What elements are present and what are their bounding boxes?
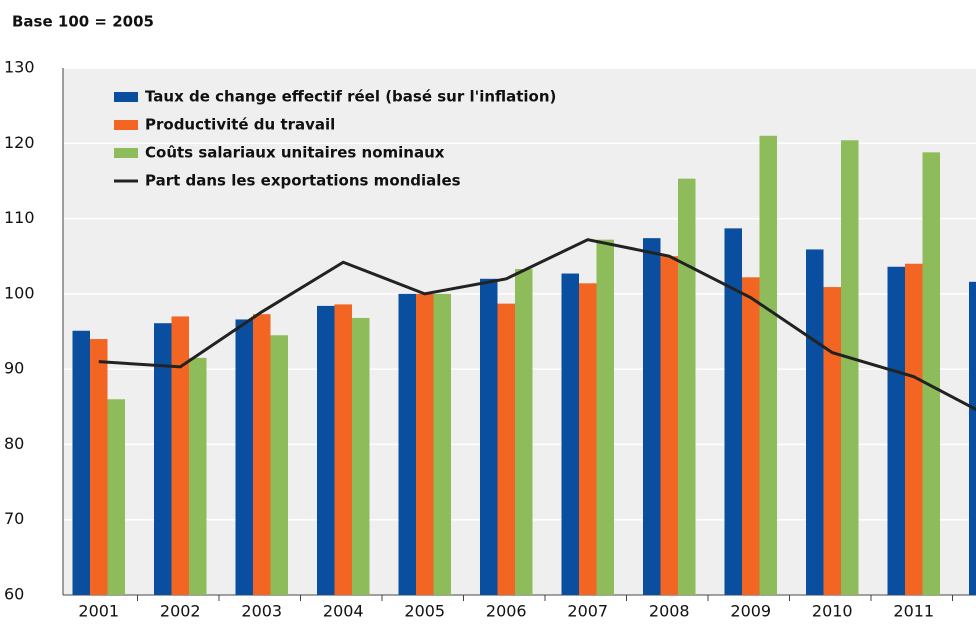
x-tick-label: 2012	[975, 602, 976, 621]
x-tick-label: 2001	[78, 602, 119, 621]
x-tick-label: 2003	[241, 602, 282, 621]
x-tick-label: 2009	[730, 602, 771, 621]
legend-label: Productivité du travail	[145, 116, 335, 134]
bar	[352, 317, 370, 595]
bar	[480, 278, 498, 595]
bar	[905, 263, 923, 595]
legend-label: Part dans les exportations mondiales	[145, 172, 461, 190]
legend-swatch	[114, 92, 138, 102]
x-tick-label: 2010	[812, 602, 853, 621]
bar	[660, 256, 678, 595]
bar	[561, 273, 579, 595]
bar	[253, 314, 271, 595]
x-tick-label: 2002	[160, 602, 201, 621]
bar	[596, 239, 614, 595]
legend-swatch	[114, 148, 138, 158]
legend-label: Coûts salariaux unitaires nominaux	[145, 144, 445, 162]
y-tick-label: 60	[4, 585, 24, 604]
y-tick-label: 70	[4, 509, 24, 528]
y-tick-label: 90	[4, 359, 24, 378]
bar	[497, 303, 515, 595]
bar	[171, 316, 189, 595]
bar	[579, 283, 597, 595]
x-tick-label: 2005	[404, 602, 445, 621]
chart-title: Base 100 = 2005	[12, 13, 154, 31]
bar	[90, 339, 108, 595]
bar	[398, 293, 416, 595]
bar	[724, 228, 742, 595]
bar	[433, 293, 451, 595]
legend-swatch	[114, 120, 138, 130]
line	[98, 238, 976, 412]
bar	[515, 269, 533, 595]
bar	[742, 277, 760, 595]
bar	[678, 178, 696, 596]
y-tick-label: 100	[4, 283, 35, 302]
x-tick-label: 2004	[323, 602, 364, 621]
x-tick-label: 2007	[567, 602, 608, 621]
bar	[887, 266, 905, 595]
x-tick-label: 2008	[649, 602, 690, 621]
bar	[189, 357, 207, 595]
y-tick-label: 110	[4, 208, 35, 227]
bar	[643, 238, 661, 595]
bar	[806, 249, 824, 595]
bar	[154, 323, 172, 595]
bar	[270, 335, 288, 595]
bar	[334, 304, 352, 595]
legend-label: Taux de change effectif réel (basé sur l…	[145, 88, 556, 106]
bar	[969, 281, 976, 595]
bar	[317, 305, 335, 595]
x-tick-label: 2011	[893, 602, 934, 621]
bar	[416, 293, 434, 595]
bar	[107, 399, 125, 595]
bar	[72, 330, 90, 595]
x-tick-label: 2006	[486, 602, 527, 621]
bar	[759, 135, 777, 595]
bar	[235, 319, 253, 595]
y-tick-label: 80	[4, 434, 24, 453]
bar	[823, 287, 841, 595]
y-tick-label: 120	[4, 133, 35, 152]
bar	[841, 140, 859, 595]
y-tick-label: 130	[4, 58, 35, 77]
bar	[922, 152, 940, 595]
